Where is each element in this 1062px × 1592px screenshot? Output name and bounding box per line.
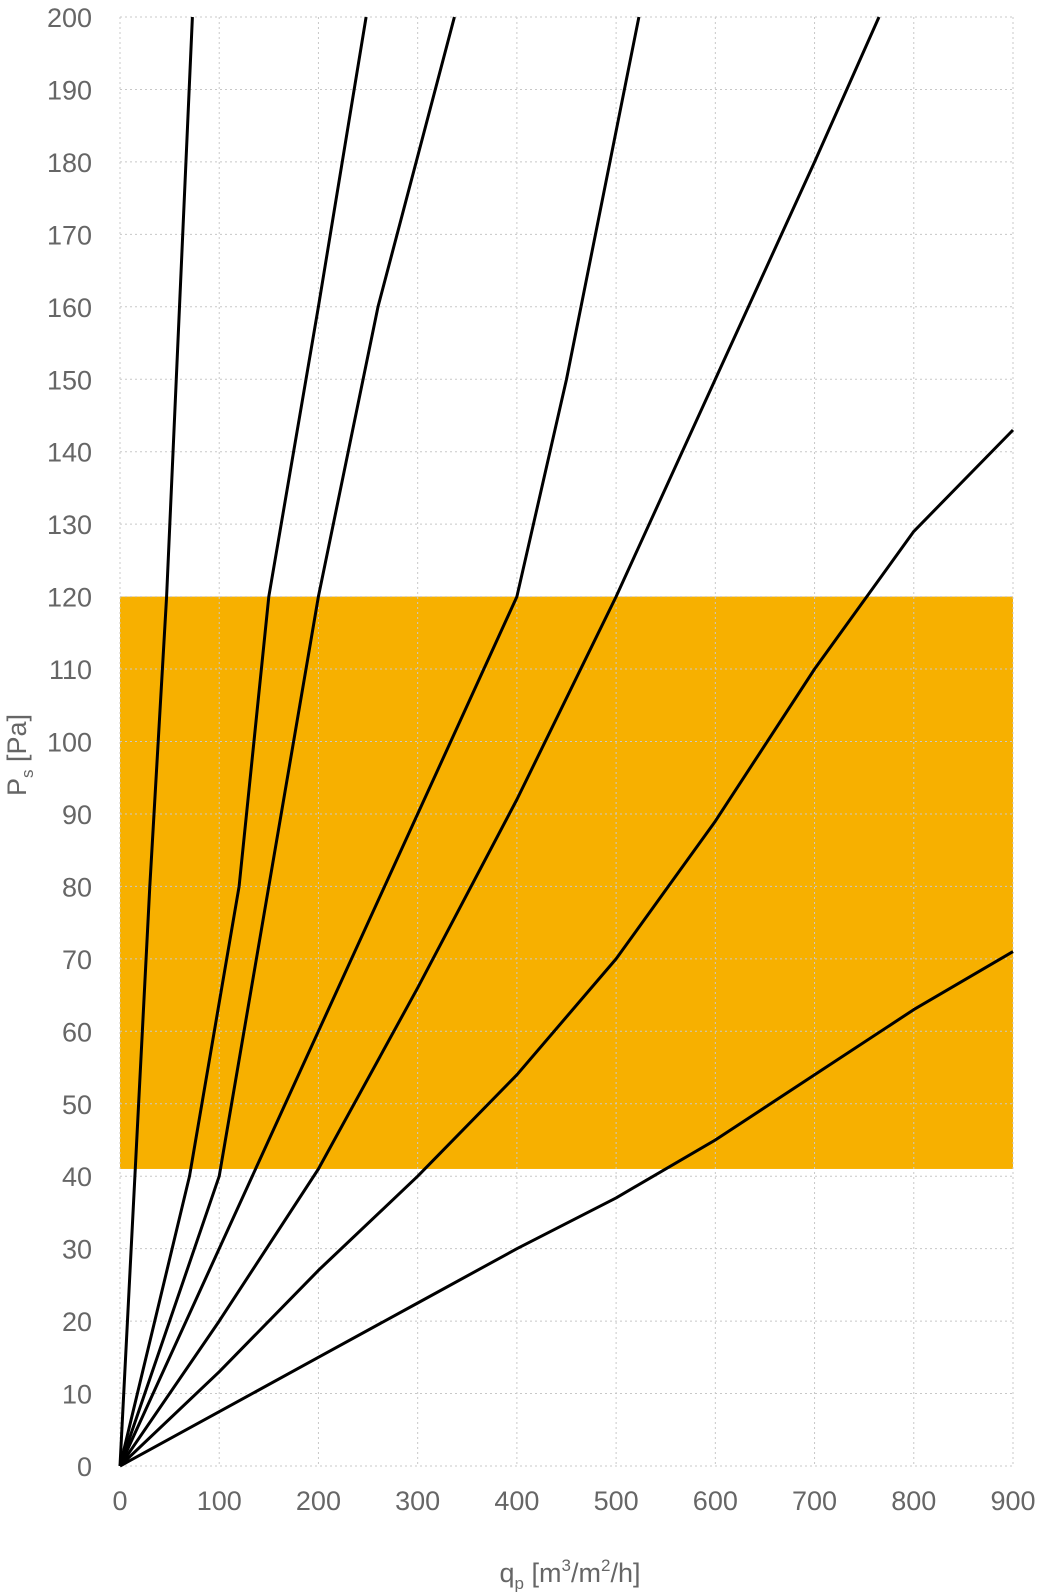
y-tick-label: 10 xyxy=(62,1380,92,1410)
x-tick-labels: 0 100 200 300 400 500 600 700 800 900 xyxy=(112,1486,1035,1516)
x-tick-label: 300 xyxy=(395,1486,440,1516)
x-tick-label: 900 xyxy=(990,1486,1035,1516)
x-tick-label: 400 xyxy=(494,1486,539,1516)
y-tick-label: 200 xyxy=(47,3,92,33)
x-tick-label: 200 xyxy=(296,1486,341,1516)
y-tick-label: 40 xyxy=(62,1162,92,1192)
series-line-3 xyxy=(118,16,456,1467)
y-tick-label: 100 xyxy=(47,728,92,758)
y-tick-label: 20 xyxy=(62,1307,92,1337)
y-tick-label: 160 xyxy=(47,293,92,323)
x-axis-title: qp [m3/m2/h] xyxy=(500,1556,641,1592)
series-line-6 xyxy=(118,428,1015,1468)
series-layer xyxy=(118,16,1015,1468)
operating-band-layer xyxy=(120,596,1013,1169)
x-tick-label: 100 xyxy=(197,1486,242,1516)
series-line-1 xyxy=(118,16,194,1467)
y-tick-label: 60 xyxy=(62,1017,92,1047)
series-line-7 xyxy=(119,950,1014,1468)
y-tick-label: 90 xyxy=(62,800,92,830)
y-tick-label: 190 xyxy=(47,75,92,105)
x-tick-label: 600 xyxy=(693,1486,738,1516)
y-tick-label: 30 xyxy=(62,1235,92,1265)
y-tick-label: 180 xyxy=(47,148,92,178)
y-tick-label: 110 xyxy=(49,655,92,685)
series-line-5 xyxy=(118,16,881,1467)
operating-range-band xyxy=(120,596,1013,1169)
x-tick-label: 0 xyxy=(112,1486,127,1516)
series-line-2 xyxy=(118,16,368,1467)
y-axis-title: Ps [Pa] xyxy=(2,714,37,796)
y-tick-labels: 0 10 20 30 40 50 60 70 80 90 100 110 120 130 140 150 160… xyxy=(47,3,92,1482)
y-tick-label: 70 xyxy=(62,945,92,975)
y-tick-label: 130 xyxy=(47,510,92,540)
y-tick-label: 150 xyxy=(47,365,92,395)
x-tick-label: 500 xyxy=(594,1486,639,1516)
y-tick-label: 50 xyxy=(62,1090,92,1120)
y-tick-label: 80 xyxy=(62,872,92,902)
series-line-4 xyxy=(118,16,641,1467)
y-tick-label: 0 xyxy=(77,1452,92,1482)
x-tick-label: 700 xyxy=(792,1486,837,1516)
y-tick-label: 120 xyxy=(47,583,92,613)
x-tick-label: 800 xyxy=(891,1486,936,1516)
y-tick-label: 170 xyxy=(47,220,92,250)
y-tick-label: 140 xyxy=(47,438,92,468)
